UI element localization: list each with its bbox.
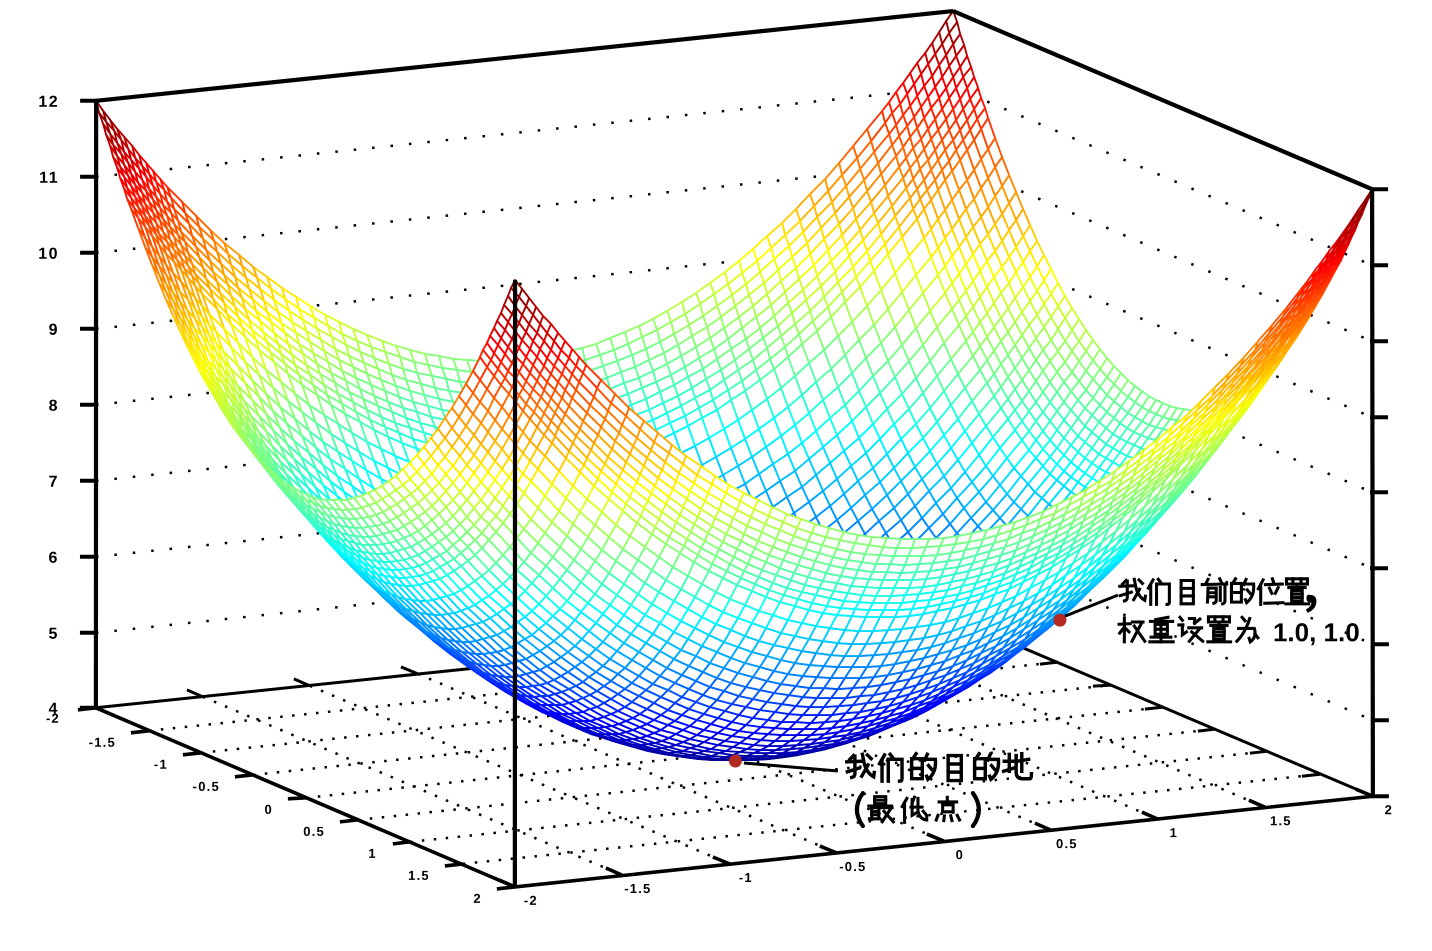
svg-text:6: 6 [49, 550, 59, 567]
svg-text:-2: -2 [524, 893, 538, 908]
svg-text:0.5: 0.5 [303, 824, 325, 839]
svg-text:0.5: 0.5 [1056, 836, 1078, 851]
svg-text:1: 1 [1170, 825, 1178, 840]
svg-text:8: 8 [49, 398, 59, 415]
svg-text:0: 0 [956, 847, 964, 862]
svg-text:12: 12 [38, 94, 59, 111]
svg-text:-2: -2 [46, 711, 60, 726]
svg-text:1.5: 1.5 [408, 868, 430, 883]
svg-text:1: 1 [368, 846, 376, 861]
svg-text:-1.5: -1.5 [624, 881, 651, 896]
svg-text:0: 0 [264, 802, 272, 817]
svg-text:-0.5: -0.5 [193, 779, 220, 794]
svg-text:7: 7 [49, 474, 59, 491]
svg-text:-1.5: -1.5 [89, 735, 116, 750]
svg-text:1.0, 1.0: 1.0, 1.0 [1273, 617, 1360, 647]
svg-text:1.5: 1.5 [1270, 813, 1292, 828]
svg-text:10: 10 [38, 246, 59, 263]
svg-text:2: 2 [473, 891, 481, 906]
svg-text:-1: -1 [154, 757, 168, 772]
svg-text:11: 11 [39, 170, 59, 187]
svg-text:9: 9 [49, 322, 59, 339]
svg-text:-1: -1 [739, 870, 753, 885]
svg-text:2: 2 [1385, 802, 1393, 817]
svg-text:5: 5 [49, 626, 59, 643]
svg-text:-0.5: -0.5 [839, 859, 866, 874]
